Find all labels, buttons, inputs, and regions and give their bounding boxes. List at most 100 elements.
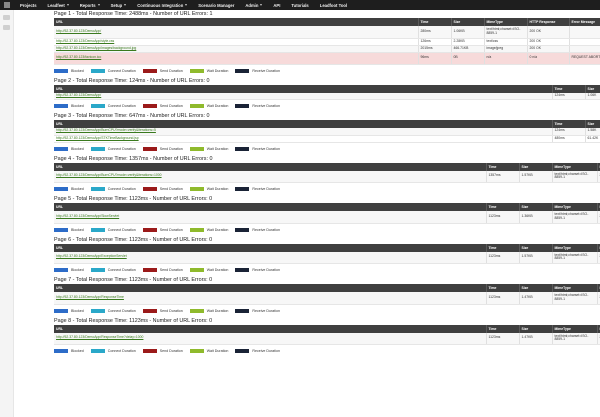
table-cell: 124ms: [552, 128, 586, 136]
column-header-time[interactable]: Time: [418, 18, 452, 26]
url-link[interactable]: http://52.37.80.123/DemoApp/SlowServlet: [54, 211, 487, 224]
column-header-size[interactable]: Size: [585, 84, 600, 93]
dashboard-icon[interactable]: [3, 25, 10, 30]
legend-item-connect-duration: Connect Duration: [90, 104, 136, 108]
legend-swatch: [235, 349, 250, 353]
timing-legend: Blocked Connect Duration Send Duration Wait…: [54, 305, 600, 317]
legend-swatch: [54, 68, 68, 73]
table-cell: 1.06K: [585, 92, 600, 100]
column-header-mimetype[interactable]: MimeType: [552, 284, 598, 292]
column-header-url[interactable]: URL: [54, 203, 487, 211]
legend-swatch: [189, 146, 204, 151]
home-logo-icon[interactable]: [0, 0, 14, 10]
column-header-size[interactable]: Size: [519, 324, 553, 333]
table-row: http://52.37.80.123/DemoApp/ExceptionSer…: [54, 251, 600, 264]
table-cell: text/html;charset=ISO-8859-1: [484, 26, 528, 39]
column-header-size[interactable]: Size: [519, 203, 553, 211]
url-link[interactable]: http://52.37.80.123/DemoApp/STKTimeBackg…: [54, 135, 553, 143]
url-link[interactable]: http://52.37.80.123/favicon.ico: [54, 52, 419, 65]
column-header-mimetype[interactable]: MimeType: [552, 203, 598, 211]
column-header-time[interactable]: Time: [486, 162, 520, 171]
nav-item-api[interactable]: API: [273, 3, 280, 8]
url-link[interactable]: http://52.37.80.123/DemoApp/style.css: [54, 38, 419, 46]
column-header-url[interactable]: URL: [54, 120, 553, 128]
nav-item-scenario-manager[interactable]: Scenario Manager: [198, 3, 234, 8]
nav-item-reports[interactable]: Reports: [80, 3, 100, 8]
timing-legend: Blocked Connect Duration Send Duration Wait…: [54, 183, 600, 195]
url-link[interactable]: http://52.37.80.123/DemoApp/BurnCPU?mode…: [54, 128, 553, 136]
legend-swatch: [189, 268, 204, 272]
legend-item-blocked: Blocked: [54, 146, 84, 151]
column-header-mimetype[interactable]: MimeType: [552, 162, 598, 171]
url-link[interactable]: http://52.37.80.123/DemoApp/ExceptionSer…: [54, 251, 487, 264]
legend-label: Connect Duration: [107, 308, 136, 313]
column-header-size[interactable]: Size: [585, 120, 600, 128]
column-header-url[interactable]: URL: [54, 18, 419, 26]
legend-label: Blocked: [71, 227, 84, 232]
column-header-mimetype[interactable]: MimeType: [552, 243, 598, 252]
column-header-time[interactable]: Time: [486, 203, 520, 211]
column-header-size[interactable]: Size: [519, 243, 553, 252]
nav-item-leadfoot-tool[interactable]: Leadfoot Tool: [320, 3, 347, 8]
column-header-url[interactable]: URL: [54, 284, 487, 292]
legend-swatch: [189, 187, 204, 191]
url-link[interactable]: http://52.37.80.123/DemoApp/BurnCPU?mode…: [54, 170, 487, 183]
url-link[interactable]: http://52.37.80.123/DemoApp/: [54, 92, 553, 100]
menu-icon[interactable]: [3, 15, 10, 20]
column-header-time[interactable]: Time: [552, 120, 586, 128]
url-link[interactable]: http://52.37.80.123/DemoApp/ResponseTime: [54, 292, 487, 305]
table-cell: 1.58K: [585, 128, 600, 136]
column-header-time[interactable]: Time: [486, 243, 520, 252]
nav-item-continuous-integration[interactable]: Continuous Integration: [137, 3, 188, 8]
column-header-http-response[interactable]: HTTP Response: [527, 18, 570, 26]
page-title: Page 4 - Total Response Time: 1357ms - N…: [54, 155, 213, 162]
legend-label: Send Duration: [159, 146, 183, 151]
column-header-time[interactable]: Time: [486, 324, 520, 333]
legend-swatch: [235, 104, 250, 108]
table-cell: 2015ms: [418, 45, 452, 53]
table-cell: 200 OK: [527, 45, 570, 53]
column-header-time[interactable]: Time: [486, 284, 520, 292]
column-header-url[interactable]: URL: [54, 84, 553, 93]
column-header-url[interactable]: URL: [54, 324, 487, 333]
page-title: Page 5 - Total Response Time: 1123ms - N…: [54, 196, 213, 202]
url-link[interactable]: http://52.37.80.123/DemoApp/: [54, 26, 419, 39]
column-header-size[interactable]: Size: [451, 18, 485, 26]
table-cell: image/jpeg: [484, 45, 528, 53]
legend-label: Connect Duration: [107, 146, 136, 151]
legend-label: Connect Duration: [107, 187, 136, 191]
legend-swatch: [142, 187, 157, 191]
legend-item-wait-duration: Wait Duration: [189, 187, 228, 191]
nav-item-leadfeet[interactable]: Leadfeet: [48, 3, 69, 8]
legend-item-connect-duration: Connect Duration: [90, 349, 136, 353]
legend-swatch: [142, 146, 157, 151]
legend-item-wait-duration: Wait Duration: [189, 68, 229, 73]
legend-label: Wait Duration: [206, 68, 229, 73]
url-link[interactable]: http://52.37.80.123/DemoApp/ResponseTime…: [54, 332, 487, 345]
column-header-error-message[interactable]: Error Message: [569, 18, 600, 26]
column-header-time[interactable]: Time: [552, 84, 586, 93]
column-header-size[interactable]: Size: [519, 284, 553, 292]
legend-label: Send Duration: [159, 308, 183, 313]
url-link[interactable]: http://52.37.80.123/DemoApp/images/backg…: [54, 45, 419, 53]
table-row: http://52.37.80.123/DemoApp/124ms 1.06K: [54, 92, 600, 100]
legend-label: Receive Duration: [252, 146, 280, 151]
page-section: Page 8 - Total Response Time: 1123ms - N…: [54, 317, 600, 358]
table-cell: 124ms: [552, 92, 586, 100]
column-header-mimetype[interactable]: MimeType: [552, 324, 598, 333]
legend-swatch: [54, 308, 68, 313]
column-header-size[interactable]: Size: [519, 162, 553, 171]
nav-item-tutorials[interactable]: Tutorials: [291, 3, 308, 8]
column-header-mimetype[interactable]: MimeType: [484, 18, 528, 26]
nav-item-projects[interactable]: Projects: [20, 3, 37, 8]
column-header-url[interactable]: URL: [54, 243, 487, 252]
nav-item-setup[interactable]: Setup: [111, 3, 127, 8]
column-header-url[interactable]: URL: [54, 162, 487, 171]
chevron-down-icon: [260, 4, 263, 6]
timing-legend: Blocked Connect Duration Send Duration Wait…: [54, 224, 600, 236]
table-cell: 1123ms: [486, 211, 520, 224]
nav-item-admin[interactable]: Admin: [245, 3, 263, 8]
legend-swatch: [54, 227, 68, 232]
